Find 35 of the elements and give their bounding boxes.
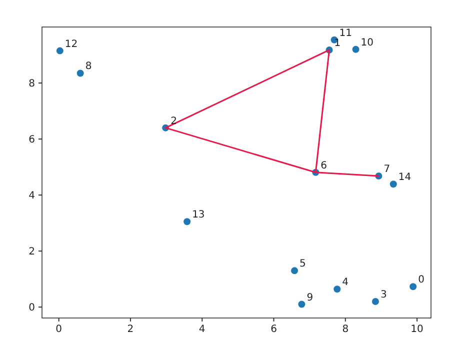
point: [390, 180, 397, 188]
annotation: 4: [342, 277, 349, 288]
x-tick-label: 4: [198, 324, 206, 335]
annotation: 10: [360, 37, 374, 48]
annotation: 0: [418, 274, 424, 286]
x-tick-label: 6: [270, 324, 277, 335]
annotation: 9: [306, 292, 314, 304]
point: [291, 267, 298, 274]
x-tick-label: 0: [56, 324, 62, 335]
x-tick-label: 2: [127, 324, 134, 335]
point: [372, 298, 379, 305]
y-tick-label: 2: [28, 246, 35, 258]
annotation: 14: [398, 172, 412, 184]
point: [56, 47, 64, 54]
annotation: 7: [384, 164, 390, 175]
x-tick-label: 8: [342, 324, 349, 335]
point: [298, 300, 306, 308]
annotation: 3: [380, 289, 387, 300]
annotation: 11: [339, 28, 352, 39]
point: [184, 218, 191, 226]
x-tick-label: 10: [410, 324, 424, 335]
y-tick-label: 4: [28, 190, 35, 202]
annotation: 1: [334, 38, 341, 49]
annotation: 12: [64, 38, 78, 50]
point: [76, 70, 84, 77]
y-tick-label: 6: [28, 134, 35, 146]
y-tick-label: 8: [28, 78, 35, 90]
point: [352, 46, 360, 53]
annotation: 8: [85, 61, 92, 72]
y-tick-label: 0: [28, 302, 35, 314]
annotation: 6: [320, 160, 328, 172]
point: [334, 286, 341, 293]
point: [410, 283, 417, 290]
annotation: 5: [300, 258, 306, 270]
annotation: 13: [192, 210, 205, 221]
